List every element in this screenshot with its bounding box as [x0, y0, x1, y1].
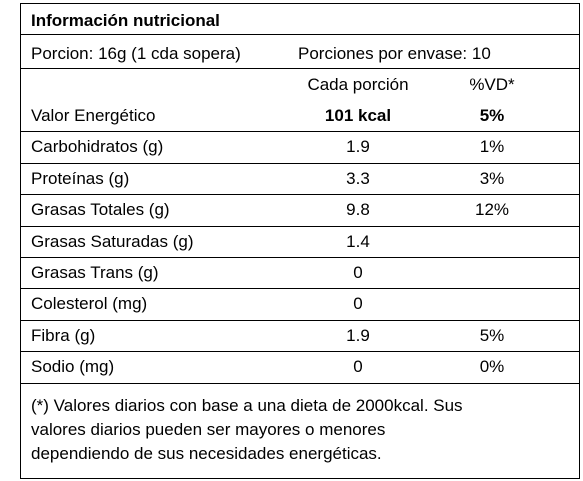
- row-label: Proteínas (g): [31, 168, 130, 188]
- amount: 0: [353, 357, 363, 377]
- divider: [21, 131, 579, 133]
- divider: [21, 288, 579, 290]
- divider: [21, 351, 579, 353]
- divider: [21, 68, 579, 69]
- amount: 101 kcal: [324, 106, 392, 125]
- title: Información nutricional: [31, 11, 220, 30]
- footnote-line: valores diarios pueden ser mayores o men…: [31, 420, 386, 439]
- row-label: Grasas Totales (g): [31, 200, 170, 220]
- daily-value: 0%: [479, 357, 505, 377]
- amount: 1.4: [346, 231, 370, 251]
- divider: [21, 34, 579, 35]
- servings-per-container: Porciones por envase: 10: [298, 44, 491, 63]
- divider: [21, 225, 579, 227]
- row-label: Carbohidratos (g): [31, 137, 164, 157]
- daily-value: 1%: [479, 137, 505, 157]
- column-header: %VD*: [469, 75, 515, 94]
- amount: 0: [353, 294, 363, 314]
- row-label: Grasas Saturadas (g): [31, 231, 194, 251]
- serving-size: Porcion: 16g (1 cda sopera): [31, 44, 241, 63]
- amount: 1.9: [346, 325, 370, 345]
- row-label: Sodio (mg): [31, 357, 115, 377]
- row-label: Colesterol (mg): [31, 294, 148, 314]
- row-label: Fibra (g): [31, 325, 96, 345]
- row-label: Valor Energético: [31, 106, 156, 125]
- daily-value: 5%: [479, 106, 505, 125]
- amount: 0: [353, 263, 363, 282]
- footnote-line: dependiendo de sus necesidades energétic…: [31, 444, 382, 463]
- amount: 9.8: [346, 200, 370, 220]
- divider: [21, 257, 579, 258]
- divider: [21, 382, 579, 384]
- amount: 1.9: [346, 137, 370, 157]
- footnote-line: (*) Valores diarios con base a una dieta…: [31, 396, 463, 415]
- divider: [21, 162, 579, 164]
- divider: [21, 194, 579, 196]
- daily-value: 5%: [479, 325, 505, 345]
- row-label: Grasas Trans (g): [31, 263, 159, 282]
- amount: 3.3: [346, 168, 370, 188]
- nutrition-label: Información nutricional Porcion: 16g (1 …: [20, 3, 580, 479]
- column-header: Cada porción: [307, 75, 409, 94]
- divider: [21, 319, 579, 321]
- daily-value: 3%: [479, 168, 505, 188]
- daily-value: 12%: [474, 200, 510, 220]
